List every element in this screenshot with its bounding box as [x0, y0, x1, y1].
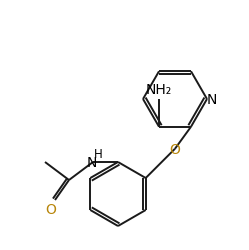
Text: O: O — [46, 202, 57, 216]
Text: NH₂: NH₂ — [146, 82, 172, 96]
Text: N: N — [207, 93, 217, 106]
Text: O: O — [170, 142, 181, 156]
Text: H: H — [94, 148, 102, 161]
Text: N: N — [87, 156, 97, 169]
